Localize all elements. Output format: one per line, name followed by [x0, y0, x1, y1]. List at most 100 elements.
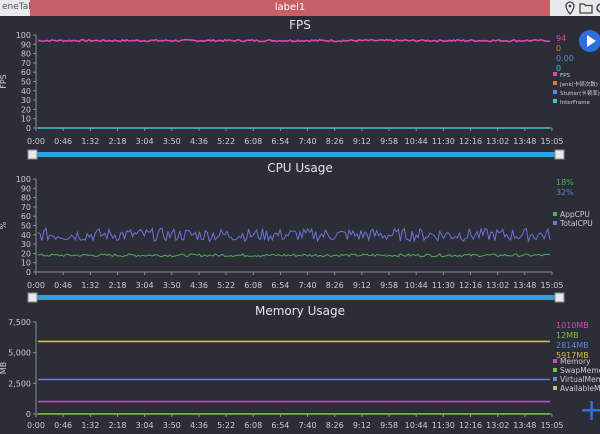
cpu-chart-title: CPU Usage	[267, 161, 333, 175]
cpu-xtick-label: 9:58	[380, 281, 398, 290]
mem-value-readout: 5917MB	[556, 351, 589, 360]
fps-value-readout: 0	[556, 64, 561, 73]
fps-xtick-label: 3:50	[163, 137, 181, 146]
cpu-ytick-label: 100	[16, 175, 31, 184]
mem-xtick-label: 12:16	[459, 421, 482, 430]
cpu-xtick-label: 15:05	[540, 281, 563, 290]
fps-xtick-label: 7:40	[299, 137, 317, 146]
mem-ytick-label: 0	[26, 410, 31, 419]
fps-legend-label: Jank(卡顿次数)	[559, 80, 598, 88]
fps-value-readout: 0.00	[556, 54, 574, 63]
add-button[interactable]: +	[579, 393, 600, 428]
fps-value-readout: 94	[556, 34, 566, 43]
cpu-scrollbar-handle-right	[554, 292, 565, 303]
fps-ytick-label: 10	[21, 115, 31, 124]
fps-chart-title: FPS	[289, 18, 311, 32]
mem-xtick-label: 1:32	[81, 421, 99, 430]
cpu-ytick-label: 90	[21, 184, 31, 193]
tab-label1[interactable]: label1	[30, 0, 550, 16]
cpu-value-readout: 32%	[556, 188, 574, 197]
cpu-xtick-label: 6:08	[244, 281, 262, 290]
cpu-xtick-label: 12:16	[459, 281, 482, 290]
fps-xtick-label: 9:58	[380, 137, 398, 146]
fps-xtick-label: 4:36	[190, 137, 208, 146]
fps-xtick-label: 15:05	[540, 137, 563, 146]
cpu-ytick-label: 60	[21, 212, 31, 221]
mem-value-readout: 1010MB	[556, 321, 589, 330]
fps-ytick-label: 50	[21, 78, 31, 87]
cpu-scrollbar-handle-left	[27, 292, 38, 303]
mem-xtick-label: 8:26	[326, 421, 344, 430]
mem-xtick-label: 15:05	[540, 421, 563, 430]
mem-xtick-label: 9:58	[380, 421, 398, 430]
mem-value-readout: 12MB	[556, 331, 579, 340]
mem-ylabel: MB	[0, 362, 8, 374]
fps-ytick-label: 90	[21, 40, 31, 49]
cpu-xtick-label: 6:54	[271, 281, 289, 290]
cpu-xtick-label: 1:32	[81, 281, 99, 290]
fps-scrollbar-handle-right	[554, 149, 565, 160]
cpu-xtick-label: 3:50	[163, 281, 181, 290]
fps-legend-swatch	[553, 81, 557, 85]
fps-xtick-label: 11:30	[432, 137, 455, 146]
cpu-ytick-label: 0	[26, 268, 31, 277]
cpu-ylabel: %	[0, 221, 8, 229]
cpu-legend-swatch	[553, 221, 557, 225]
fps-ytick-label: 40	[21, 87, 31, 96]
cpu-xtick-label: 4:36	[190, 281, 208, 290]
mem-legend-label: VirtualMem	[560, 375, 600, 384]
cpu-xtick-label: 10:44	[405, 281, 428, 290]
cpu-xtick-label: 13:48	[513, 281, 536, 290]
cpu-xtick-label: 3:04	[136, 281, 154, 290]
settings-icon[interactable]	[594, 1, 600, 15]
mem-chart-title: Memory Usage	[255, 304, 345, 318]
fps-ytick-label: 70	[21, 59, 31, 68]
fps-xtick-label: 13:02	[486, 137, 509, 146]
location-icon[interactable]	[563, 1, 577, 15]
mem-xtick-label: 10:44	[405, 421, 428, 430]
fps-xtick-label: 3:04	[136, 137, 154, 146]
tab-bar: eneTab label1	[0, 0, 600, 16]
fps-legend-label: InterFrame	[560, 100, 591, 106]
mem-xtick-label: 9:12	[353, 421, 371, 430]
mem-value-readout: 2814MB	[556, 341, 589, 350]
fps-ytick-label: 30	[21, 96, 31, 105]
mem-xtick-label: 7:40	[299, 421, 317, 430]
cpu-xtick-label: 7:40	[299, 281, 317, 290]
mem-xtick-label: 6:54	[271, 421, 289, 430]
fps-series-FPS	[37, 38, 551, 43]
mem-xtick-label: 5:22	[217, 421, 235, 430]
mem-xtick-label: 0:00	[27, 421, 45, 430]
cpu-xtick-label: 9:12	[353, 281, 371, 290]
mem-ytick-label: 2,500	[8, 379, 31, 388]
mem-ytick-label: 7,500	[8, 318, 31, 327]
fps-ytick-label: 60	[21, 68, 31, 77]
folder-icon[interactable]	[579, 1, 593, 15]
cpu-xtick-label: 11:30	[432, 281, 455, 290]
mem-legend-swatch	[553, 359, 557, 363]
fps-ytick-label: 0	[26, 124, 31, 133]
cpu-value-readout: 18%	[556, 178, 574, 187]
mem-xtick-label: 6:08	[244, 421, 262, 430]
mem-xtick-label: 4:36	[190, 421, 208, 430]
fps-xtick-label: 13:48	[513, 137, 536, 146]
play-button[interactable]	[579, 30, 600, 52]
fps-ytick-label: 80	[21, 50, 31, 59]
cpu-xtick-label: 0:46	[54, 281, 72, 290]
cpu-xtick-label: 0:00	[27, 281, 45, 290]
fps-xtick-label: 12:16	[459, 137, 482, 146]
fps-xtick-label: 10:44	[405, 137, 428, 146]
mem-ytick-label: 5,000	[8, 349, 31, 358]
cpu-series-TotalCPU	[37, 227, 551, 244]
charts-area: FPS FPS 0 10 20 30 40 50 60 70 80 90 100 0:00 0:46 1:32…	[0, 16, 600, 434]
cpu-xtick-label: 8:26	[326, 281, 344, 290]
cpu-xtick-label: 13:02	[486, 281, 509, 290]
fps-legend-swatch	[553, 90, 557, 94]
fps-xtick-label: 0:00	[27, 137, 45, 146]
mem-xtick-label: 3:04	[136, 421, 154, 430]
fps-xtick-label: 6:08	[244, 137, 262, 146]
tab-scene[interactable]: eneTab	[2, 2, 35, 12]
cpu-ytick-label: 30	[21, 240, 31, 249]
fps-ylabel: FPS	[0, 74, 8, 89]
